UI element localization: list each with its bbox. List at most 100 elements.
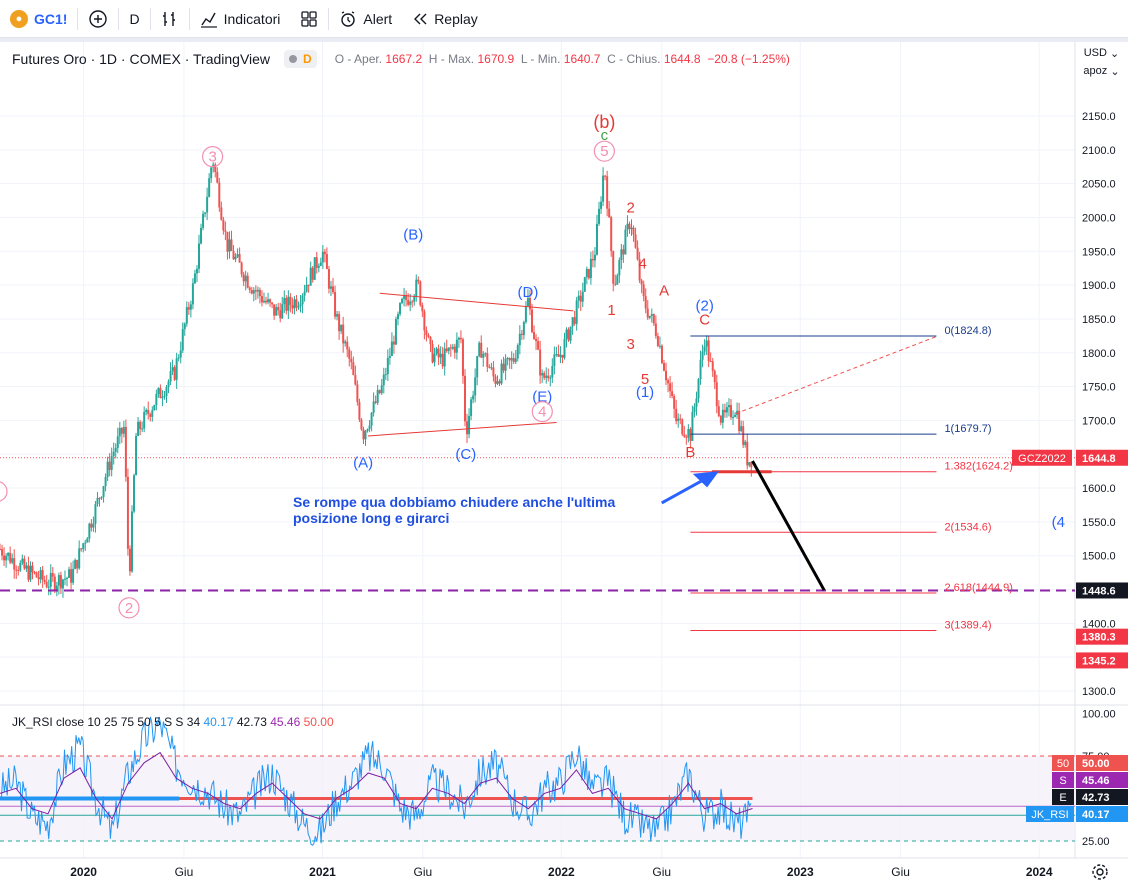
rsi-tag-label: S — [1059, 775, 1066, 787]
candle-body — [500, 363, 503, 384]
candle-body — [413, 296, 416, 302]
candle-body — [614, 283, 617, 285]
rsi-tag-value: 40.17 — [1082, 809, 1110, 821]
candle-body — [447, 347, 450, 352]
candle-body — [84, 542, 87, 544]
interval-button[interactable]: D — [119, 0, 149, 38]
candle-body — [721, 409, 724, 423]
divider — [149, 7, 151, 30]
candle-body — [29, 565, 32, 580]
alert-button[interactable]: Alert — [329, 0, 402, 38]
candle-body — [262, 300, 265, 303]
candle-body — [622, 249, 625, 255]
price-tick-label: 2150.0 — [1082, 111, 1116, 123]
currency-button[interactable]: USD ⌄ — [1075, 44, 1128, 62]
candle-body — [723, 409, 726, 413]
candle-body — [130, 511, 133, 572]
candle-body — [490, 367, 493, 369]
candle-body — [468, 415, 471, 435]
candle-body — [63, 578, 66, 580]
candle-body — [711, 361, 714, 371]
time-tick-label: 2023 — [787, 865, 814, 879]
candle-body — [267, 299, 270, 303]
candle-body — [429, 336, 432, 345]
candle-body — [321, 251, 324, 263]
candle-body — [463, 375, 466, 422]
candle-body — [236, 254, 239, 257]
price-tag — [1076, 628, 1128, 645]
candle-body — [701, 351, 704, 360]
candle-body — [368, 425, 371, 430]
wave-label: (A) — [353, 454, 373, 471]
wave-label: c — [601, 127, 609, 144]
candle-body — [449, 347, 452, 349]
candle-body — [27, 565, 30, 580]
candle-body — [311, 267, 314, 280]
candle-body — [480, 342, 483, 358]
candle-body — [658, 345, 661, 347]
rsi-value-1: 40.17 — [203, 715, 234, 729]
candle-body — [399, 303, 402, 315]
candle-body — [665, 370, 668, 381]
bar-style-icon — [162, 11, 175, 26]
candle-body — [191, 283, 194, 305]
price-tag-value: 1644.8 — [1082, 453, 1116, 465]
candle-body — [305, 284, 308, 292]
candle-body — [161, 397, 164, 399]
candle-body — [648, 315, 651, 318]
candle-body — [283, 297, 286, 305]
wave-circle — [0, 481, 8, 502]
bar-style-button[interactable] — [151, 0, 189, 38]
time-tick-label: Giu — [413, 865, 432, 879]
open-value: 1667.2 — [385, 52, 423, 66]
candle-body — [13, 558, 16, 570]
price-tag-value: 1448.6 — [1082, 585, 1116, 597]
candle-body — [419, 281, 422, 306]
templates-button[interactable] — [290, 0, 328, 38]
candle-body — [279, 310, 282, 319]
candle-body — [224, 230, 227, 232]
chart-legend: Futures Oro · 1D · COMEX · TradingView D… — [12, 50, 790, 68]
candle-body — [514, 358, 517, 362]
candle-body — [593, 254, 596, 261]
settings-gear-icon[interactable] — [1090, 862, 1110, 882]
candle-body — [210, 167, 213, 179]
candle-body — [228, 239, 231, 252]
templates-icon — [301, 10, 318, 27]
candle-body — [646, 308, 649, 318]
candle-body — [612, 251, 615, 284]
candle-body — [82, 543, 85, 550]
candle-body — [390, 341, 393, 357]
candle-body — [90, 523, 93, 528]
candle-body — [344, 341, 347, 344]
fib-level-label: 2(1534.6) — [944, 521, 991, 533]
wave-label: (D) — [518, 284, 539, 301]
candle-body — [466, 421, 469, 435]
wave-label: (1) — [636, 384, 654, 401]
rsi-tag — [1076, 806, 1128, 822]
candle-body — [277, 307, 280, 311]
compare-button[interactable] — [78, 0, 118, 38]
candle-body — [200, 227, 203, 244]
candle-body — [602, 175, 605, 202]
candle-body — [717, 406, 720, 417]
market-status-badge[interactable]: D — [284, 50, 317, 68]
candle-body — [189, 304, 192, 310]
candle-body — [372, 401, 375, 413]
candle-body — [516, 345, 519, 359]
candle-body — [551, 366, 554, 378]
candle-body — [287, 296, 290, 311]
candle-body — [342, 324, 345, 344]
candle-body — [354, 374, 357, 385]
candle-body — [86, 538, 89, 543]
candle-body — [604, 175, 607, 177]
rsi-line — [0, 716, 752, 846]
replay-label: Replay — [434, 10, 478, 27]
symbol-search[interactable]: ● GC1! — [0, 0, 77, 38]
indicators-button[interactable]: Indicatori — [190, 0, 291, 38]
time-tick-label: 2024 — [1026, 865, 1053, 879]
scale-mode-button[interactable]: apoz ⌄ — [1075, 62, 1128, 80]
candle-body — [512, 358, 515, 362]
replay-button[interactable]: Replay — [402, 0, 488, 38]
